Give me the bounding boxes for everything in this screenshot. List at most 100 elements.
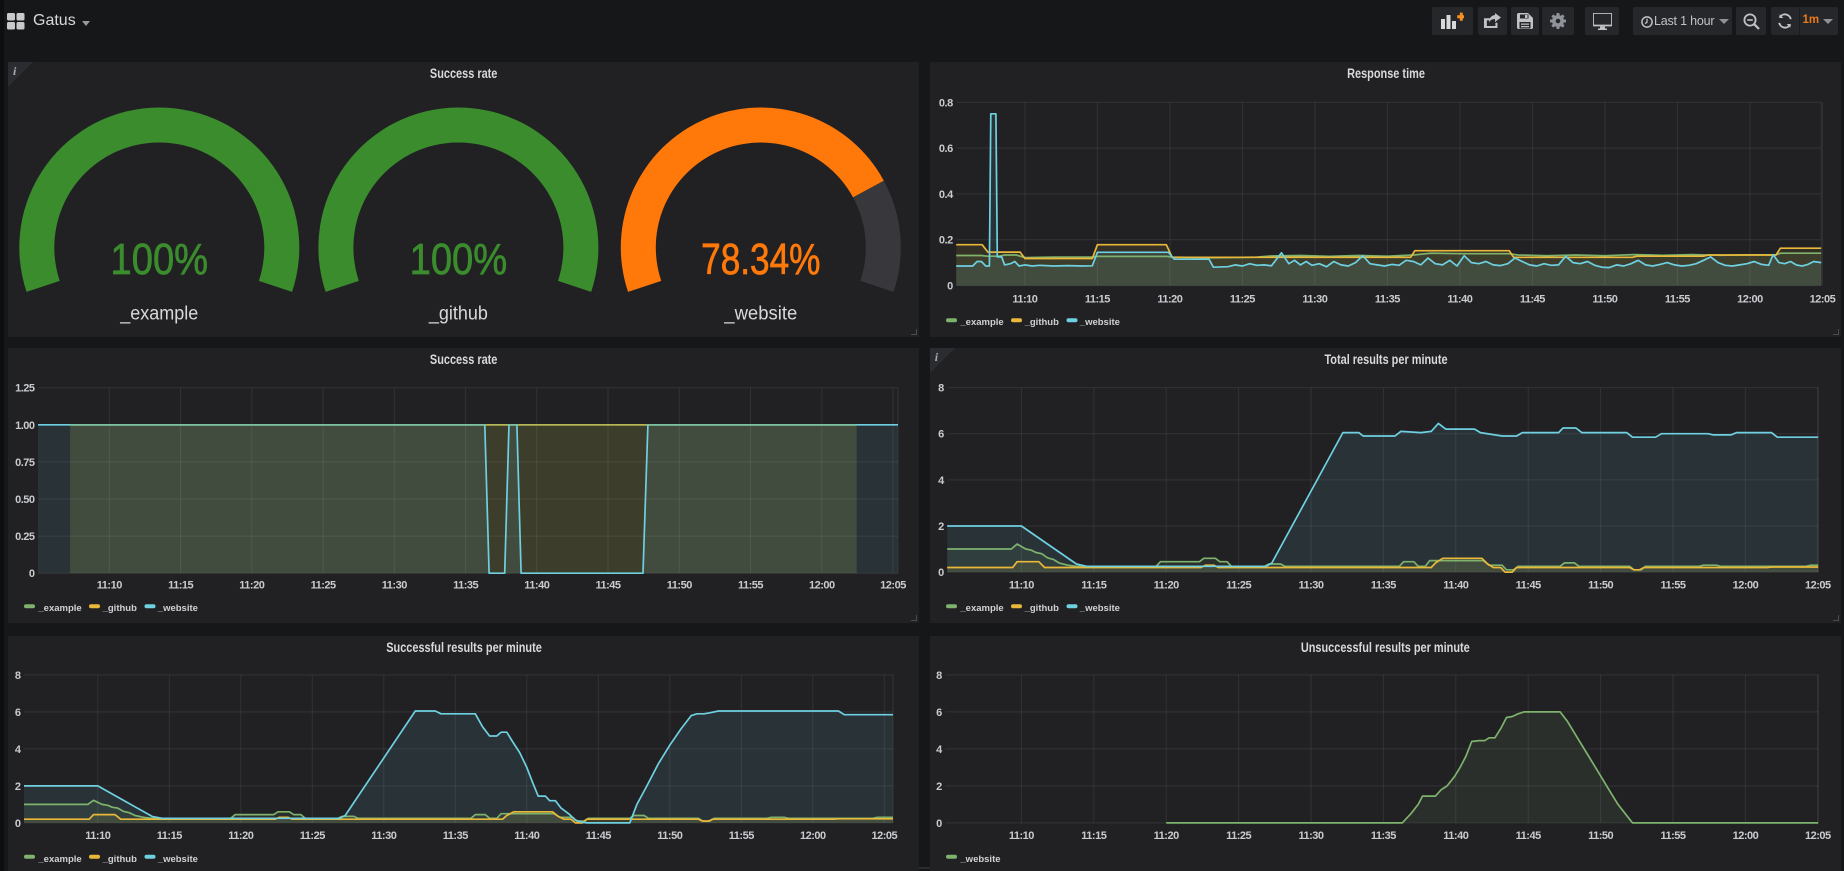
svg-text:_example: _example xyxy=(37,604,81,615)
svg-text:11:15: 11:15 xyxy=(1081,580,1106,592)
svg-text:4: 4 xyxy=(938,475,945,487)
svg-text:11:35: 11:35 xyxy=(1371,830,1396,842)
svg-text:2: 2 xyxy=(15,781,21,793)
svg-text:11:25: 11:25 xyxy=(1226,830,1251,842)
svg-text:11:35: 11:35 xyxy=(1371,580,1396,592)
svg-text:12:05: 12:05 xyxy=(1805,830,1831,842)
svg-text:11:55: 11:55 xyxy=(738,580,763,592)
svg-text:11:10: 11:10 xyxy=(85,830,110,842)
svg-text:11:15: 11:15 xyxy=(168,580,193,592)
svg-text:12:00: 12:00 xyxy=(809,580,835,592)
svg-text:_website: _website xyxy=(723,303,797,324)
svg-text:11:55: 11:55 xyxy=(1665,293,1690,305)
svg-text:11:45: 11:45 xyxy=(1515,580,1540,592)
svg-text:6: 6 xyxy=(15,707,21,719)
svg-text:_website: _website xyxy=(959,854,1000,865)
svg-text:1.25: 1.25 xyxy=(15,383,35,395)
svg-text:11:45: 11:45 xyxy=(586,830,611,842)
svg-text:0.50: 0.50 xyxy=(15,494,35,506)
svg-text:11:20: 11:20 xyxy=(1153,830,1178,842)
svg-text:11:40: 11:40 xyxy=(524,580,549,592)
svg-text:11:35: 11:35 xyxy=(443,830,468,842)
svg-text:11:25: 11:25 xyxy=(300,830,325,842)
svg-text:0: 0 xyxy=(938,567,944,579)
svg-text:11:10: 11:10 xyxy=(1012,293,1037,305)
svg-text:11:55: 11:55 xyxy=(1660,580,1685,592)
svg-text:2: 2 xyxy=(938,521,944,533)
svg-text:11:45: 11:45 xyxy=(595,580,620,592)
svg-text:11:55: 11:55 xyxy=(1660,830,1685,842)
svg-text:11:50: 11:50 xyxy=(1588,830,1613,842)
svg-text:11:40: 11:40 xyxy=(1443,580,1468,592)
svg-text:11:50: 11:50 xyxy=(667,580,692,592)
svg-text:8: 8 xyxy=(936,670,942,682)
svg-text:_example: _example xyxy=(37,854,81,865)
svg-text:11:30: 11:30 xyxy=(1302,293,1327,305)
svg-text:11:50: 11:50 xyxy=(1592,293,1617,305)
svg-text:11:20: 11:20 xyxy=(1157,293,1182,305)
svg-text:11:15: 11:15 xyxy=(1085,293,1110,305)
svg-text:11:10: 11:10 xyxy=(1009,830,1034,842)
svg-text:0.8: 0.8 xyxy=(939,97,953,109)
svg-text:11:30: 11:30 xyxy=(1298,580,1323,592)
svg-text:12:00: 12:00 xyxy=(1732,830,1758,842)
svg-text:11:30: 11:30 xyxy=(371,830,396,842)
svg-text:78.34%: 78.34% xyxy=(701,236,820,284)
svg-text:0.25: 0.25 xyxy=(15,531,35,543)
svg-text:_github: _github xyxy=(1023,604,1058,615)
svg-text:100%: 100% xyxy=(410,236,508,284)
svg-text:_github: _github xyxy=(428,303,488,324)
svg-text:11:25: 11:25 xyxy=(311,580,336,592)
svg-text:11:30: 11:30 xyxy=(1298,830,1323,842)
svg-text:0.75: 0.75 xyxy=(15,457,35,469)
svg-text:11:10: 11:10 xyxy=(97,580,122,592)
svg-text:6: 6 xyxy=(936,707,942,719)
svg-text:_example: _example xyxy=(119,303,198,324)
svg-text:8: 8 xyxy=(938,383,944,395)
svg-text:_example: _example xyxy=(959,604,1003,615)
svg-text:11:30: 11:30 xyxy=(382,580,407,592)
svg-text:_github: _github xyxy=(1023,317,1058,328)
svg-text:11:20: 11:20 xyxy=(228,830,253,842)
svg-text:_example: _example xyxy=(959,317,1003,328)
svg-text:11:45: 11:45 xyxy=(1515,830,1540,842)
svg-text:0: 0 xyxy=(29,569,35,581)
svg-text:12:05: 12:05 xyxy=(1805,580,1831,592)
svg-text:11:40: 11:40 xyxy=(514,830,539,842)
svg-text:_github: _github xyxy=(102,604,137,615)
svg-text:8: 8 xyxy=(15,670,21,682)
svg-text:0.6: 0.6 xyxy=(939,143,953,155)
svg-text:_github: _github xyxy=(102,854,137,865)
svg-text:12:00: 12:00 xyxy=(1732,580,1758,592)
svg-text:11:50: 11:50 xyxy=(657,830,682,842)
svg-text:0: 0 xyxy=(947,280,953,292)
svg-text:_website: _website xyxy=(1079,317,1120,328)
svg-text:12:05: 12:05 xyxy=(1809,293,1835,305)
svg-text:4: 4 xyxy=(936,744,943,756)
svg-text:11:25: 11:25 xyxy=(1230,293,1255,305)
svg-text:11:15: 11:15 xyxy=(157,830,182,842)
svg-text:11:50: 11:50 xyxy=(1588,580,1613,592)
svg-text:_website: _website xyxy=(157,604,198,615)
svg-text:11:25: 11:25 xyxy=(1226,580,1251,592)
svg-text:11:20: 11:20 xyxy=(1153,580,1178,592)
svg-text:11:15: 11:15 xyxy=(1081,830,1106,842)
svg-text:0: 0 xyxy=(936,818,942,830)
svg-text:11:20: 11:20 xyxy=(239,580,264,592)
svg-text:_website: _website xyxy=(157,854,198,865)
svg-text:11:45: 11:45 xyxy=(1520,293,1545,305)
svg-text:_website: _website xyxy=(1079,604,1120,615)
svg-text:100%: 100% xyxy=(111,236,209,284)
svg-text:11:40: 11:40 xyxy=(1447,293,1472,305)
svg-text:11:35: 11:35 xyxy=(1375,293,1400,305)
svg-text:12:00: 12:00 xyxy=(1737,293,1763,305)
svg-text:0.4: 0.4 xyxy=(939,188,954,200)
svg-text:12:00: 12:00 xyxy=(800,830,826,842)
svg-text:12:05: 12:05 xyxy=(871,830,897,842)
svg-text:12:05: 12:05 xyxy=(880,580,906,592)
svg-text:11:10: 11:10 xyxy=(1009,580,1034,592)
svg-text:4: 4 xyxy=(15,744,22,756)
svg-text:6: 6 xyxy=(938,429,944,441)
svg-text:11:55: 11:55 xyxy=(729,830,754,842)
svg-text:11:35: 11:35 xyxy=(453,580,478,592)
